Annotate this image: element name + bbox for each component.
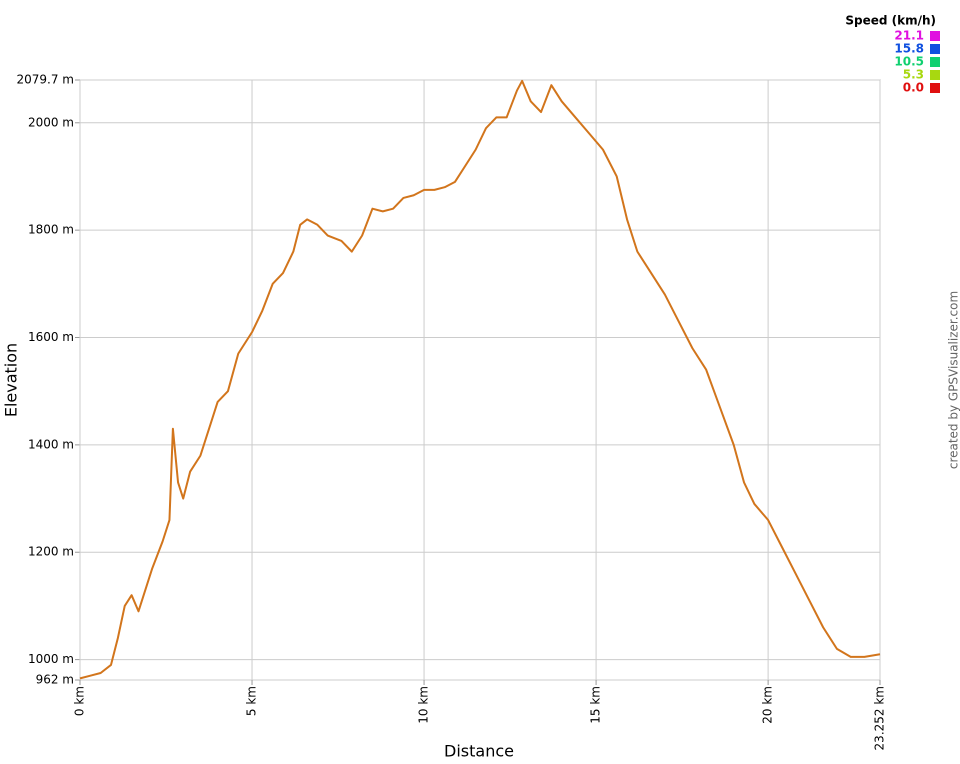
x-tick-label: 20 km <box>761 686 775 724</box>
y-tick-label: 1400 m <box>28 437 74 451</box>
legend-label: 21.1 <box>894 29 924 43</box>
y-axis-label: Elevation <box>2 343 21 417</box>
legend-swatch <box>930 83 940 93</box>
x-axis-label: Distance <box>444 742 514 761</box>
x-tick-label: 10 km <box>417 686 431 724</box>
x-tick-label: 5 km <box>245 686 259 716</box>
y-tick-label: 1800 m <box>28 223 74 237</box>
legend-label: 0.0 <box>903 81 924 95</box>
y-tick-label: 1600 m <box>28 330 74 344</box>
legend-swatch <box>930 70 940 80</box>
legend-label: 15.8 <box>894 42 924 56</box>
plot-frame <box>80 80 880 680</box>
legend-swatch <box>930 44 940 54</box>
legend-swatch <box>930 57 940 67</box>
legend-label: 10.5 <box>894 55 924 69</box>
y-tick-label: 2079.7 m <box>17 73 75 87</box>
x-tick-label: 15 km <box>589 686 603 724</box>
x-tick-label: 23.252 km <box>873 686 887 750</box>
legend-title: Speed (km/h) <box>845 14 936 28</box>
legend-label: 5.3 <box>903 68 924 82</box>
legend-swatch <box>930 31 940 41</box>
y-tick-label: 1200 m <box>28 545 74 559</box>
y-tick-label: 1000 m <box>28 652 74 666</box>
y-tick-label: 962 m <box>36 673 74 687</box>
x-tick-label: 0 km <box>73 686 87 716</box>
credit: created by GPSVisualizer.com <box>947 291 960 469</box>
y-tick-label: 2000 m <box>28 115 74 129</box>
